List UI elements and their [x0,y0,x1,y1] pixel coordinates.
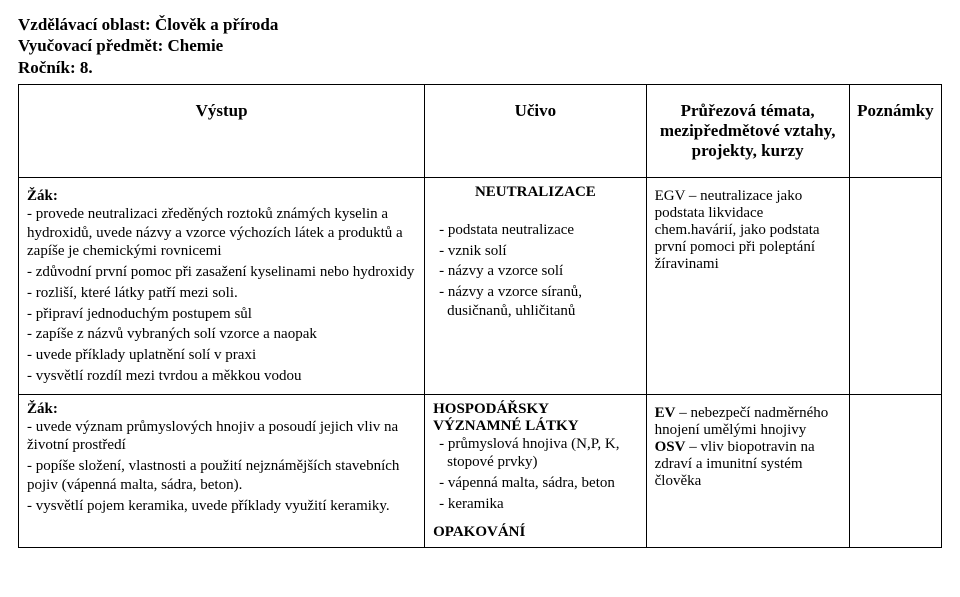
header-area: Vzdělávací oblast: Člověk a příroda [18,14,942,35]
temata-line-2: OSV – vliv biopotravin na zdraví a imuni… [655,439,841,490]
col-header-ucivo: Učivo [425,84,647,177]
cell-temata-1: EGV – neutralizace jako podstata likvida… [646,177,849,394]
list-item: - zapíše z názvů vybraných solí vzorce a… [27,325,416,344]
cell-vystup-1: Žák: - provede neutralizaci zředěných ro… [19,177,425,394]
list-item: - uvede význam průmyslových hnojiv a pos… [27,418,416,456]
table-header-row: Výstup Učivo Průřezová témata, mezipředm… [19,84,942,177]
col-header-vystup: Výstup [19,84,425,177]
vystup-lead: Žák: [27,188,416,205]
list-item: - vysvětlí pojem keramika, uvede příklad… [27,497,416,516]
grade-value: 8. [80,58,93,77]
list-item: - popíše složení, vlastnosti a použití n… [27,457,416,495]
cell-ucivo-1: NEUTRALIZACE - podstata neutralizace - v… [425,177,647,394]
vystup-list-1: - provede neutralizaci zředěných roztoků… [27,205,416,386]
list-item: - vysvětlí rozdíl mezi tvrdou a měkkou v… [27,367,416,386]
cell-ucivo-2: HOSPODÁŘSKY VÝZNAMNÉ LÁTKY - průmyslová … [425,394,647,547]
ucivo-title-1: NEUTRALIZACE [433,184,638,201]
grade-label: Ročník: [18,58,76,77]
list-item: - keramika [433,495,638,514]
table-row: Žák: - uvede význam průmyslových hnojiv … [19,394,942,547]
table-row: Žák: - provede neutralizaci zředěných ro… [19,177,942,394]
col-header-temata: Průřezová témata, mezipředmětové vztahy,… [646,84,849,177]
temata-rest-1: – nebezpečí nadměrného hnojení umělými h… [655,405,829,438]
subject-value: Chemie [168,36,224,55]
list-item: - vápenná malta, sádra, beton [433,474,638,493]
list-item: - rozliší, které látky patří mezi soli. [27,284,416,303]
list-item: - názvy a vzorce síranů, dusičnanů, uhli… [433,283,638,321]
subject-label: Vyučovací předmět: [18,36,163,55]
cell-poznamky-2 [849,394,941,547]
list-item: - připraví jednoduchým postupem sůl [27,305,416,324]
col-header-poznamky: Poznámky [849,84,941,177]
area-value: Člověk a příroda [155,15,278,34]
header-subject: Vyučovací předmět: Chemie [18,35,942,56]
vystup-lead: Žák: [27,401,416,418]
ucivo-list-2: - průmyslová hnojiva (N,P, K, stopové pr… [433,435,638,514]
cell-vystup-2: Žák: - uvede význam průmyslových hnojiv … [19,394,425,547]
temata-text-1: EGV – neutralizace jako podstata likvida… [655,188,841,273]
ucivo-list-1: - podstata neutralizace - vznik solí - n… [433,221,638,321]
list-item: - vznik solí [433,242,638,261]
ucivo-footer: OPAKOVÁNÍ [433,524,638,541]
cell-temata-2: EV – nebezpečí nadměrného hnojení umělým… [646,394,849,547]
temata-lead-2: OSV [655,439,686,455]
ucivo-title-2: HOSPODÁŘSKY VÝZNAMNÉ LÁTKY [433,401,638,435]
header-grade: Ročník: 8. [18,57,942,78]
cell-poznamky-1 [849,177,941,394]
list-item: - názvy a vzorce solí [433,262,638,281]
vystup-list-2: - uvede význam průmyslových hnojiv a pos… [27,418,416,516]
curriculum-table: Výstup Učivo Průřezová témata, mezipředm… [18,84,942,548]
list-item: - provede neutralizaci zředěných roztoků… [27,205,416,261]
area-label: Vzdělávací oblast: [18,15,151,34]
list-item: - zdůvodní první pomoc při zasažení kyse… [27,263,416,282]
list-item: - podstata neutralizace [433,221,638,240]
doc-header: Vzdělávací oblast: Člověk a příroda Vyuč… [18,14,942,78]
temata-line-1: EV – nebezpečí nadměrného hnojení umělým… [655,405,841,439]
temata-lead-1: EV [655,405,676,421]
list-item: - uvede příklady uplatnění solí v praxi [27,346,416,365]
list-item: - průmyslová hnojiva (N,P, K, stopové pr… [433,435,638,473]
